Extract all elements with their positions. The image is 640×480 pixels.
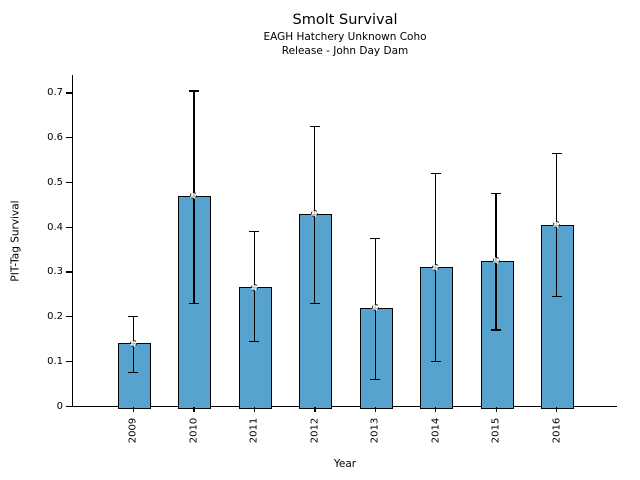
chart-header: Smolt Survival EAGH Hatchery Unknown Coh… xyxy=(73,10,617,58)
bar-2015 xyxy=(481,260,514,409)
y-tick-0.4 xyxy=(66,226,72,228)
y-tick-label-0.3: 0.3 xyxy=(47,266,63,278)
error-cap-top-2009 xyxy=(128,316,139,318)
y-axis-spine xyxy=(72,75,74,407)
error-cap-bottom-2010 xyxy=(188,302,199,304)
error-cap-bottom-2011 xyxy=(249,340,260,343)
x-tick-2016 xyxy=(556,407,558,412)
y-tick-0.6 xyxy=(66,137,72,139)
y-tick-0.7 xyxy=(66,92,72,94)
y-tick-0.2 xyxy=(66,316,72,318)
error-cap-bottom-2009 xyxy=(128,371,139,374)
error-cap-top-2011 xyxy=(249,231,260,233)
y-tick-0.1 xyxy=(66,360,72,363)
bar-2013 xyxy=(360,307,393,409)
x-tick-label-2015: 2015 xyxy=(490,417,502,444)
y-tick-label-0.4: 0.4 xyxy=(47,221,63,233)
error-cap-bottom-2013 xyxy=(370,378,381,381)
x-tick-label-2016: 2016 xyxy=(551,417,563,444)
y-tick-label-0.6: 0.6 xyxy=(47,132,63,144)
error-cap-top-2014 xyxy=(430,172,441,175)
bar-2011 xyxy=(239,287,272,409)
y-tick-label-0.1: 0.1 xyxy=(47,355,63,367)
x-tick-2011 xyxy=(253,407,256,412)
x-tick-2010 xyxy=(193,407,195,412)
error-cap-top-2010 xyxy=(188,90,199,92)
x-tick-2015 xyxy=(495,407,497,412)
y-tick-0.5 xyxy=(66,181,72,184)
x-tick-label-2013: 2013 xyxy=(369,417,381,444)
y-tick-label-0.2: 0.2 xyxy=(47,311,63,323)
error-cap-bottom-2016 xyxy=(551,295,562,298)
x-axis-label: Year xyxy=(333,458,357,470)
error-cap-bottom-2014 xyxy=(430,360,441,363)
marker-2015 xyxy=(492,257,500,265)
bar-2014 xyxy=(420,267,453,409)
marker-2009 xyxy=(129,339,137,347)
x-tick-label-2009: 2009 xyxy=(127,417,139,444)
marker-2014 xyxy=(432,263,440,271)
error-cap-top-2013 xyxy=(370,237,381,240)
y-tick-0 xyxy=(66,405,72,407)
y-tick-label-0: 0 xyxy=(56,400,63,412)
marker-2010 xyxy=(190,192,198,200)
x-tick-2014 xyxy=(435,407,437,412)
marker-2013 xyxy=(371,304,379,312)
error-cap-bottom-2015 xyxy=(491,329,502,331)
y-tick-label-0.7: 0.7 xyxy=(47,87,63,99)
error-cap-top-2016 xyxy=(551,152,562,155)
marker-2012 xyxy=(311,210,319,218)
x-axis-spine xyxy=(72,405,617,407)
y-axis-label: PIT-Tag Survival xyxy=(9,200,22,282)
bar-2009 xyxy=(118,343,151,409)
x-tick-label-2012: 2012 xyxy=(309,417,321,444)
chart-subtitle-line2: Release - John Day Dam xyxy=(281,45,409,57)
error-cap-top-2012 xyxy=(309,125,320,128)
x-tick-2013 xyxy=(374,407,377,412)
chart-subtitle-line1: EAGH Hatchery Unknown Coho xyxy=(263,31,427,43)
marker-2016 xyxy=(553,221,561,229)
x-tick-label-2014: 2014 xyxy=(430,417,442,444)
x-tick-2009 xyxy=(132,407,135,412)
marker-2011 xyxy=(250,283,258,291)
x-tick-2012 xyxy=(314,407,316,412)
error-cap-bottom-2012 xyxy=(309,302,320,304)
bar-2012 xyxy=(299,213,332,409)
error-cap-top-2015 xyxy=(491,193,502,195)
bar-2016 xyxy=(541,224,574,409)
x-tick-label-2010: 2010 xyxy=(188,417,200,444)
x-tick-label-2011: 2011 xyxy=(248,417,260,444)
y-tick-label-0.5: 0.5 xyxy=(47,176,63,188)
chart-title: Smolt Survival xyxy=(292,12,398,28)
y-tick-0.3 xyxy=(66,271,72,273)
